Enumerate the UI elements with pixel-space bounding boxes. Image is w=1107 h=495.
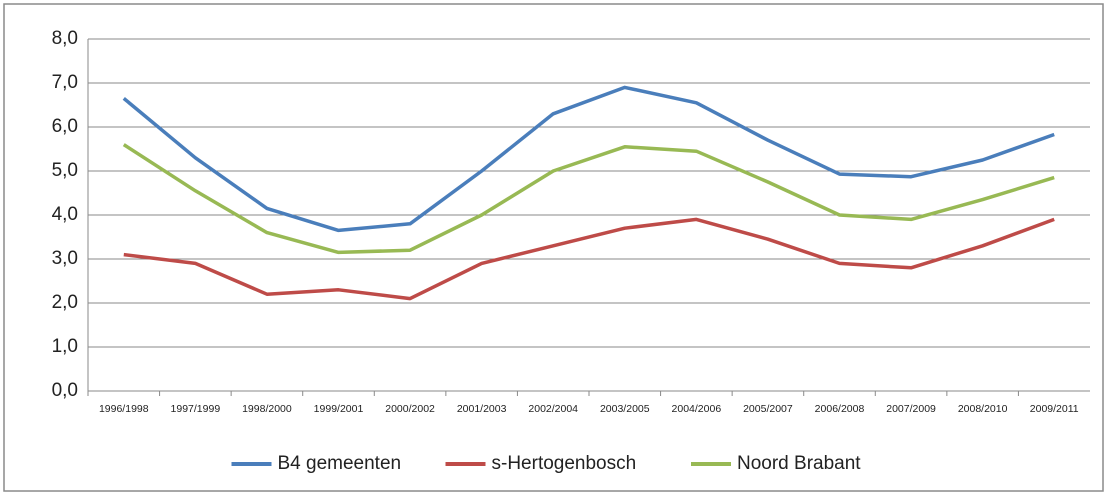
x-tick-label: 2003/2005 (600, 403, 650, 415)
series-line (122, 85, 1055, 233)
series-line (122, 143, 1055, 255)
y-tick-label: 4,0 (52, 204, 78, 225)
x-tick-label: 2005/2007 (743, 403, 793, 415)
y-tick-label: 7,0 (52, 72, 78, 93)
x-tick-label: 2009/2011 (1030, 403, 1079, 415)
x-tick-label: 2006/2008 (815, 403, 865, 415)
series-line (123, 217, 1055, 301)
x-tick-label: 1999/2001 (314, 403, 364, 415)
x-tick-label: 2000/2002 (385, 403, 435, 415)
y-tick-label: 5,0 (52, 160, 78, 181)
x-tick-label: 1998/2000 (242, 403, 292, 415)
y-tick-label: 2,0 (52, 292, 78, 313)
legend-label: s-Hertogenbosch (492, 453, 637, 474)
x-tick-label: 2004/2006 (672, 403, 722, 415)
x-tick-label: 2002/2004 (528, 403, 578, 415)
x-tick-label: 1996/1998 (99, 403, 149, 415)
y-tick-label: 8,0 (52, 28, 78, 49)
legend-label: B4 gemeenten (278, 453, 402, 474)
y-tick-label: 0,0 (52, 380, 78, 401)
x-tick-label: 2007/2009 (886, 403, 936, 415)
y-tick-label: 6,0 (52, 116, 78, 137)
x-tick-label: 2008/2010 (958, 403, 1008, 415)
y-tick-label: 1,0 (52, 336, 78, 357)
y-tick-label: 3,0 (52, 248, 78, 269)
x-tick-label: 2001/2003 (457, 403, 507, 415)
x-tick-label: 1997/1999 (171, 403, 221, 415)
legend-label: Noord Brabant (737, 453, 861, 474)
